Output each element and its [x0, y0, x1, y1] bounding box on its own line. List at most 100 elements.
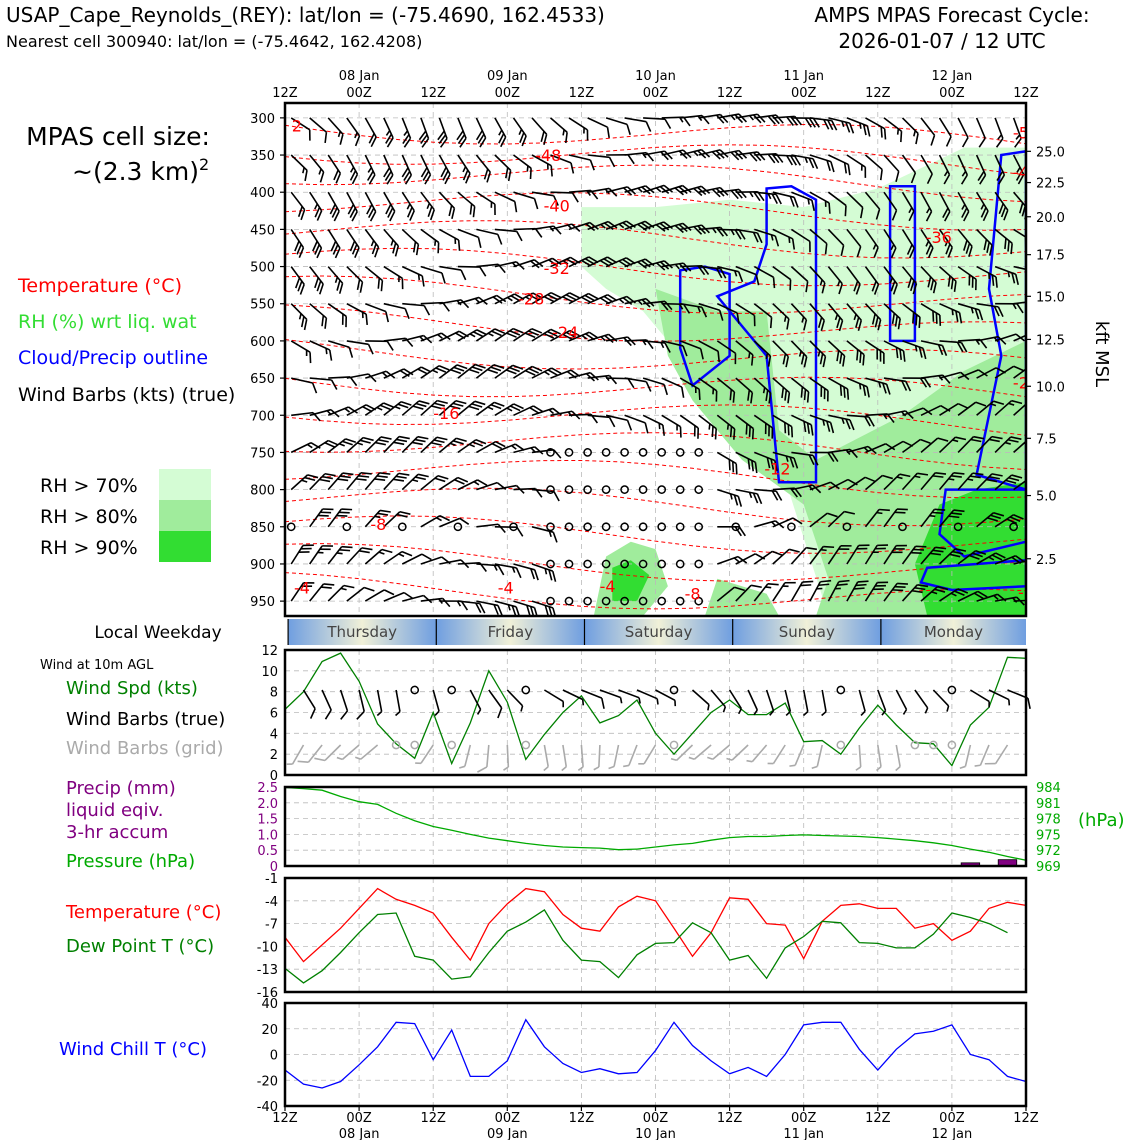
grid-wind-barb-staff — [581, 745, 583, 767]
surface-wind-barb-half — [561, 701, 566, 707]
weekday-label: Thursday — [326, 623, 397, 641]
surface-wind-barb-staff — [619, 690, 640, 698]
grid-wind-barb-half — [337, 756, 343, 762]
panel-tick-label: 1.0 — [257, 828, 278, 843]
bottom-date-label: 11 Jan — [783, 1127, 824, 1140]
grid-wind-barb-staff — [795, 745, 804, 765]
surface-wind-barb-staff — [730, 690, 742, 709]
temperature-label: -8 — [685, 585, 701, 604]
bottom-time-tick-label: 12Z — [569, 1111, 595, 1126]
upper-wind-barb-flag — [754, 114, 761, 124]
upper-wind-barb-flag — [758, 151, 765, 161]
legend-rh80: RH > 80% — [40, 506, 138, 528]
surface-wind-barb-calm — [837, 686, 846, 695]
surface-wind-barb-staff — [748, 690, 757, 710]
upper-wind-barb-calm — [657, 597, 666, 606]
upper-wind-barb-flag — [1030, 397, 1040, 408]
upper-wind-barb — [842, 155, 870, 178]
grid-wind-barb-half — [789, 763, 795, 768]
upper-wind-barb — [320, 192, 342, 221]
wind-speed-label: Wind Spd (kts) — [66, 678, 198, 699]
pressure-tick-label: 800 — [250, 484, 275, 499]
grid-wind-barb — [747, 742, 767, 764]
upper-wind-barb-staff — [402, 554, 422, 564]
surface-wind-barb — [892, 690, 908, 714]
pressure-tick-label: 900 — [250, 558, 275, 573]
surface-wind-barb-flag — [307, 709, 318, 719]
upper-wind-barb-flag — [331, 380, 338, 389]
surface-wind-barb — [332, 690, 349, 719]
height-tick-label: 25.0 — [1036, 145, 1065, 160]
upper-wind-barb — [302, 192, 325, 220]
grid-wind-barb — [459, 744, 470, 769]
height-tick-label: 2.5 — [1036, 553, 1057, 568]
upper-wind-barb — [514, 445, 543, 461]
upper-wind-barb-calm — [676, 522, 685, 531]
upper-wind-barb — [395, 192, 418, 220]
upper-wind-barb-staff — [495, 192, 515, 201]
upper-wind-barb — [357, 192, 378, 221]
pressure-tick-label: 400 — [250, 186, 275, 201]
upper-wind-barb — [717, 555, 746, 573]
surface-wind-barb — [911, 690, 930, 713]
upper-wind-barb — [347, 434, 374, 459]
surface-wind-barb-staff — [896, 690, 906, 709]
upper-wind-barb — [302, 229, 325, 257]
grid-wind-barb-calm — [669, 740, 679, 750]
grid-wind-barb — [287, 743, 304, 767]
grid-wind-barb-half — [503, 767, 508, 770]
grid-wind-barb-half — [960, 765, 966, 769]
grid-wind-barb — [539, 745, 548, 770]
grid-wind-barb-half — [561, 767, 566, 771]
upper-wind-barb-flag — [943, 137, 954, 147]
weekday-label: Friday — [488, 623, 534, 641]
upper-wind-barb-flag — [1033, 271, 1041, 281]
upper-wind-barb-flag — [382, 546, 392, 557]
surface-wind-barb — [837, 686, 846, 695]
grid-wind-barb-half — [638, 761, 644, 766]
upper-wind-barb-calm — [694, 485, 703, 494]
upper-wind-barb — [377, 229, 402, 256]
upper-wind-barb-flag — [1027, 399, 1037, 410]
upper-wind-barb-calm — [583, 448, 592, 457]
upper-wind-barb — [694, 560, 703, 569]
grid-wind-barb-staff — [599, 745, 600, 767]
surface-wind-barb-staff — [396, 690, 400, 712]
grid-wind-barb — [355, 741, 377, 761]
cross-section-plot: -52-48-44-40-36-32-28-24-20-16-12-8-8-4-… — [284, 103, 1043, 618]
upper-wind-barb — [657, 597, 666, 606]
panel-tick-label: 2.0 — [257, 797, 278, 812]
upper-wind-barb — [360, 267, 387, 292]
upper-wind-barb — [736, 551, 765, 572]
grid-wind-barb — [594, 745, 600, 770]
upper-wind-barb-calm — [638, 447, 648, 457]
pressure-tick-label: 600 — [250, 335, 275, 350]
top-time-tick-label: 00Z — [346, 86, 372, 101]
upper-wind-barb-flag — [367, 344, 374, 354]
grid-wind-barb — [812, 744, 822, 769]
upper-wind-barb-flag — [496, 234, 504, 244]
surface-wind-barb-staff — [878, 690, 886, 711]
upper-wind-barb-staff — [903, 155, 916, 173]
grid-wind-barb-half — [707, 755, 713, 761]
upper-wind-barb-staff — [569, 155, 590, 160]
pressure-unit-label: (hPa) — [1078, 810, 1125, 831]
grid-wind-barb — [854, 745, 861, 770]
upper-wind-barb-flag — [383, 312, 392, 323]
surface-wind-barb — [350, 690, 365, 719]
weekday-title: Local Weekday — [94, 623, 221, 643]
upper-wind-barb-flag — [440, 513, 450, 524]
bottom-date-label: 10 Jan — [635, 1127, 676, 1140]
temperature-label: -40 — [544, 197, 570, 216]
upper-wind-barb-flag — [336, 134, 347, 144]
upper-wind-barb-flag — [716, 114, 723, 124]
upper-wind-barb-flag — [443, 598, 450, 608]
upper-wind-barb — [402, 397, 429, 422]
surface-wind-barb-staff — [359, 690, 364, 711]
upper-wind-barb — [675, 415, 703, 438]
upper-wind-barb — [284, 192, 308, 220]
top-time-tick-label: 00Z — [643, 86, 669, 101]
height-tick-label: 12.5 — [1036, 333, 1065, 348]
